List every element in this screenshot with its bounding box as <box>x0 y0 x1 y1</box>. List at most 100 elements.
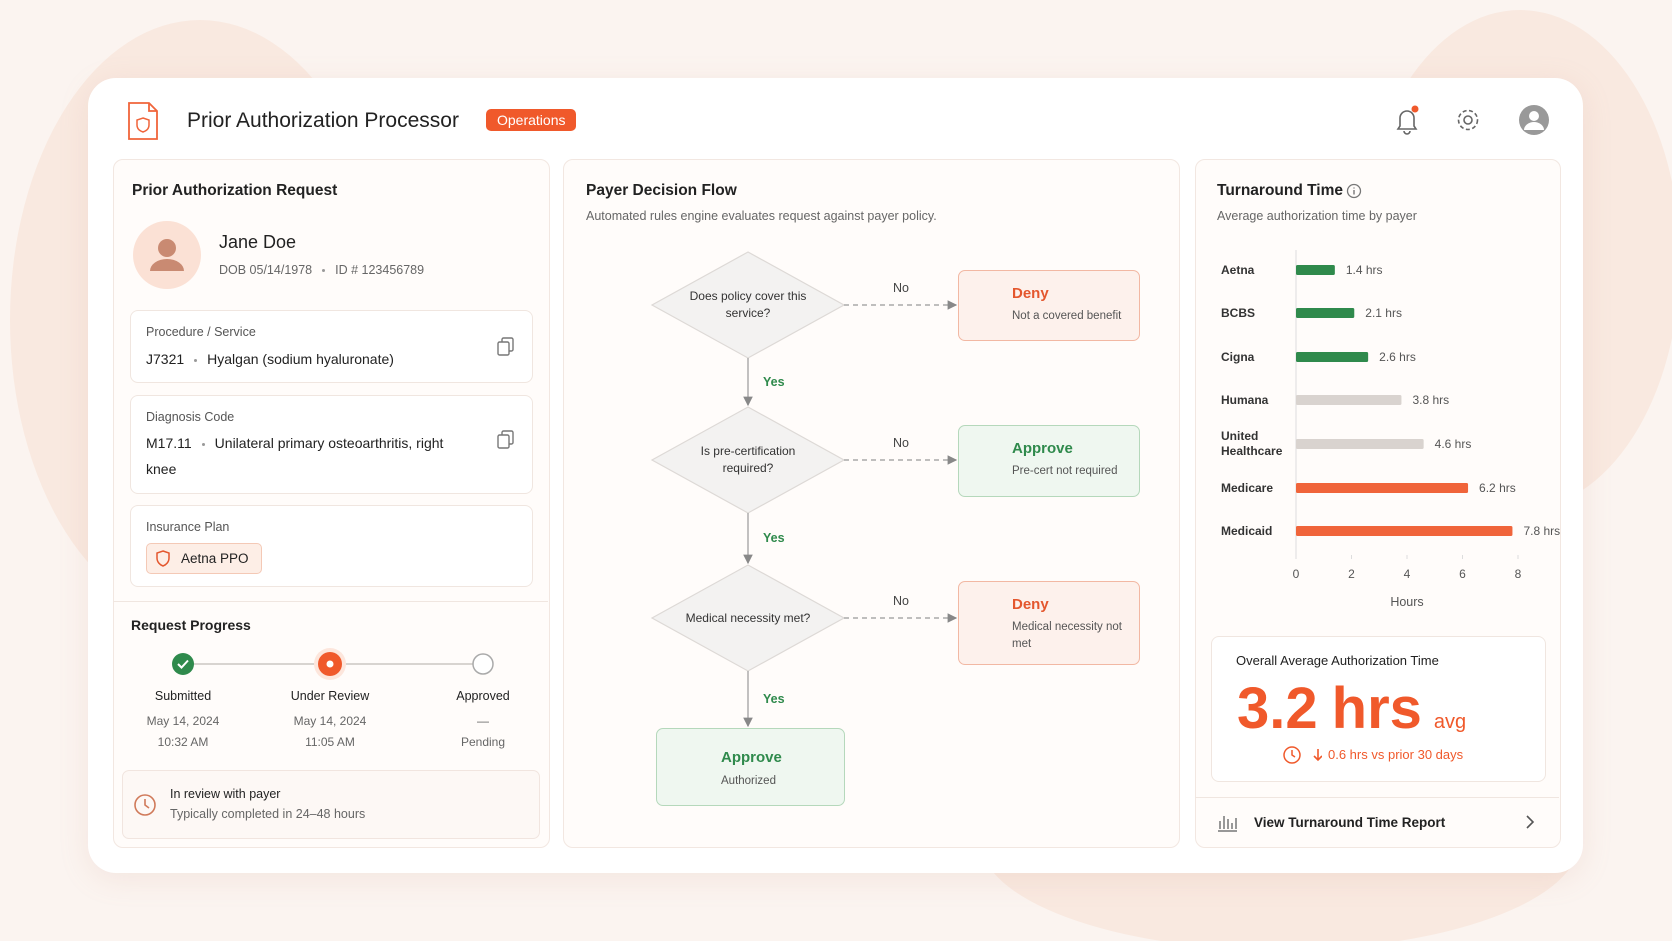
step-date: May 14, 2024 <box>293 714 367 728</box>
x-tick-label: 0 <box>1293 567 1300 581</box>
info-icon[interactable] <box>1346 183 1362 199</box>
decision-question: Is pre-certification required? <box>700 444 796 475</box>
x-tick-label: 2 <box>1348 567 1355 581</box>
field-label: Insurance Plan <box>146 520 230 534</box>
notifications-button[interactable] <box>1392 104 1422 136</box>
category-label: United Healthcare <box>1221 429 1283 458</box>
decision-question: Medical necessity met? <box>685 610 811 625</box>
final-outcome: Approve Authorized <box>656 728 845 806</box>
step-time: Pending <box>460 735 506 749</box>
bar <box>1296 265 1335 275</box>
chart-icon <box>1218 816 1237 832</box>
summary-box <box>1211 636 1546 782</box>
step-label: Under Review <box>290 689 370 703</box>
outcome: Approve Pre-cert not required <box>958 425 1140 497</box>
summary-label: Overall Average Authorization Time <box>1236 653 1439 668</box>
patient-name: Jane Doe <box>219 232 297 252</box>
dob: DOB 05/14/1978 <box>219 263 313 277</box>
outcome-title: Approve <box>721 749 782 766</box>
category-label: Humana <box>1221 392 1269 407</box>
category-label: Medicaid <box>1221 523 1273 538</box>
bar <box>1296 395 1402 405</box>
chevron[interactable] <box>1524 814 1536 830</box>
divider <box>113 601 548 602</box>
outcome-title: Deny <box>1012 285 1049 302</box>
step-time: 11:05 AM <box>305 735 355 749</box>
category-label: Medicare <box>1221 480 1274 495</box>
panel-subtitle: Automated rules engine evaluates request… <box>586 209 937 223</box>
outcome-title: Deny <box>1012 596 1049 613</box>
section-title: Request Progress <box>131 617 251 633</box>
insurance-pill: Aetna PPO <box>146 543 262 574</box>
value-label: 1.4 hrs <box>1346 263 1383 277</box>
patient-meta: DOB 05/14/1978 ID # 123456789 <box>219 263 424 277</box>
value-label: 7.8 hrs <box>1523 524 1560 538</box>
note-detail: Typically completed in 24–48 hours <box>170 807 366 821</box>
status-note: In review with payer Typically completed… <box>122 770 540 839</box>
app-title: Prior Authorization Processor <box>187 109 459 132</box>
step-time: 10:32 AM <box>157 735 209 749</box>
report-link[interactable]: View Turnaround Time Report <box>1254 815 1446 830</box>
panel-title: Payer Decision Flow <box>586 182 737 199</box>
copy-button[interactable] <box>497 430 515 450</box>
shield-icon <box>156 550 170 567</box>
no-label: No <box>893 594 909 608</box>
field-label: Diagnosis Code <box>146 410 235 424</box>
suffix: avg <box>1433 711 1467 733</box>
category-label: Cigna <box>1221 349 1255 364</box>
procedure: J7321 Hyalgan (sodium hyaluronate) <box>146 351 394 367</box>
value-label: 3.8 hrs <box>1412 393 1449 407</box>
yes-label: Yes <box>763 374 785 389</box>
separator <box>201 442 205 446</box>
outcome-detail: Not a covered benefit <box>1012 310 1122 322</box>
copy-button[interactable] <box>497 337 515 357</box>
bar <box>1296 526 1513 536</box>
x-tick-label: 4 <box>1404 567 1411 581</box>
check <box>177 659 189 669</box>
outcome-title: Approve <box>1012 440 1073 457</box>
decision-question: Does policy cover this service? <box>689 289 807 320</box>
settings-button[interactable] <box>1454 106 1482 134</box>
step-done <box>172 653 194 675</box>
step-dot <box>326 660 334 668</box>
step-label: Approved <box>456 689 510 703</box>
step-date: — <box>477 714 489 728</box>
badge: Operations <box>486 109 577 131</box>
app-icon <box>128 102 158 140</box>
profile-button[interactable] <box>1518 104 1550 136</box>
note-title: In review with payer <box>170 787 281 801</box>
value-label: 2.6 hrs <box>1379 350 1416 364</box>
summary-value: 3.2 hrs avg <box>1237 675 1466 742</box>
bar <box>1296 308 1355 318</box>
yes-label: Yes <box>763 531 785 545</box>
change: 0.6 hrs vs prior 30 days <box>1328 747 1464 762</box>
description: Unilateral primary osteoarthritis, right… <box>146 435 444 477</box>
yes-label: Yes <box>763 691 785 706</box>
panel-title: Prior Authorization Request <box>132 182 338 199</box>
x-axis-label: Hours <box>1390 595 1423 609</box>
avatar <box>133 221 201 289</box>
step-pending <box>472 653 494 675</box>
field-label: Procedure / Service <box>146 325 256 339</box>
no-label: No <box>893 436 909 450</box>
value-label: 2.1 hrs <box>1365 306 1402 320</box>
plan: Aetna PPO <box>181 551 249 566</box>
code: J7321 <box>146 351 185 367</box>
separator <box>194 358 198 362</box>
x-tick-label: 8 <box>1515 567 1522 581</box>
category-label: Aetna <box>1221 262 1255 277</box>
outcome-detail: Pre-cert not required <box>1012 465 1118 477</box>
panel-subtitle: Average authorization time by payer <box>1217 209 1417 223</box>
diagnosis: M17.11 Unilateral primary osteoarthritis,… <box>146 430 446 482</box>
bar <box>1296 439 1424 449</box>
code: M17.11 <box>146 435 192 451</box>
diagnosis-box <box>130 395 533 494</box>
outcome: Deny Not a covered benefit <box>958 270 1140 341</box>
patient-id: ID # 123456789 <box>335 263 425 277</box>
no-label: No <box>893 281 909 295</box>
value: 3.2 <box>1237 676 1318 741</box>
clock-icon <box>134 794 156 816</box>
x-tick-label: 6 <box>1459 567 1466 581</box>
